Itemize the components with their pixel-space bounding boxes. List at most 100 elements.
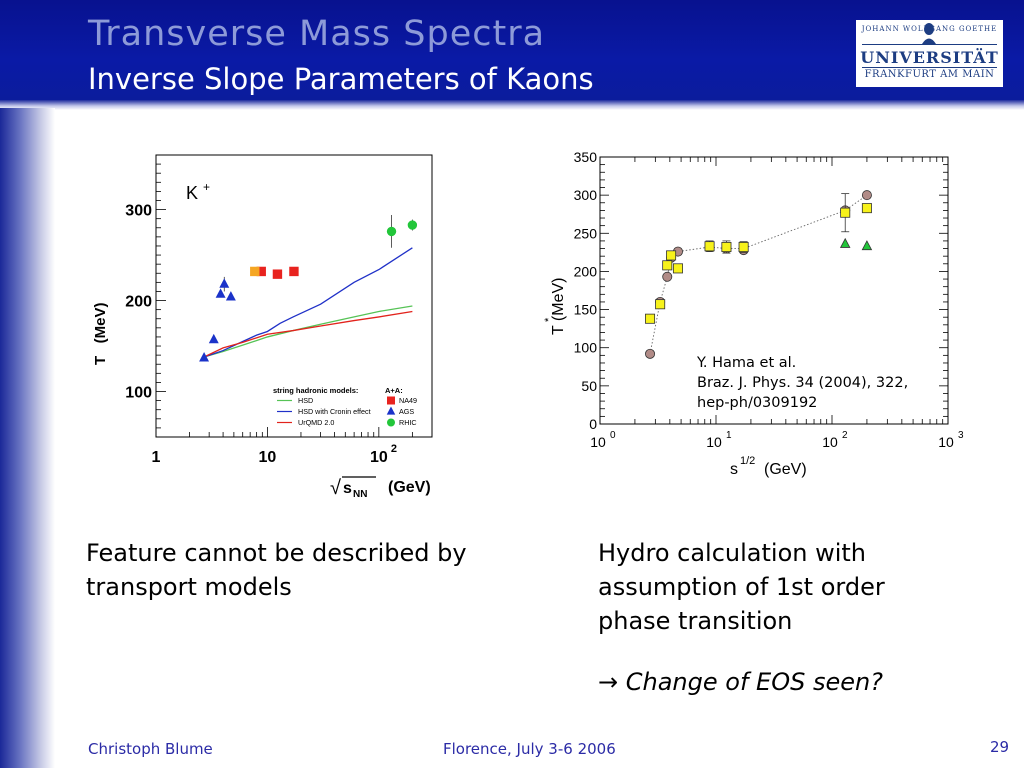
logo-bottom-text: FRANKFURT AM MAIN: [864, 69, 995, 80]
legend-label: NA49: [399, 396, 417, 405]
data-point: [840, 207, 851, 218]
y-tick-label: 0: [589, 416, 597, 432]
plot-frame: [155, 154, 433, 438]
footer-event: Florence, July 3-6 2006: [443, 740, 616, 758]
header-shadow: [0, 100, 1024, 110]
y-tick-label: 300: [125, 203, 152, 220]
logo-rule: [862, 44, 997, 45]
data-point: [704, 241, 715, 252]
reference-line: hep-ph/0309192: [697, 393, 818, 413]
data-point: [861, 240, 873, 251]
x-label-sqrt: √: [330, 477, 341, 499]
logo-top-text: JOHANN WOLFGANG GOETHE: [861, 25, 998, 33]
y-axis-label: T (MeV) *: [543, 278, 567, 335]
y-tick-label: 50: [581, 378, 597, 394]
data-point: [272, 269, 283, 279]
data-point: [861, 203, 872, 214]
x-tick-label: 10: [822, 434, 838, 450]
reference-line: Y. Hama et al.: [697, 353, 797, 373]
x-label-symbol: s: [730, 461, 738, 478]
y-tick-label: 300: [574, 187, 598, 203]
data-point: [250, 266, 260, 277]
arrow-icon: →: [598, 668, 619, 696]
legend-title-models: string hadronic models:: [273, 386, 358, 395]
particle-charge: +: [203, 180, 210, 194]
x-tick-label-exponent: 1: [726, 430, 732, 441]
logo-rule: [862, 67, 997, 68]
data-point: [839, 237, 851, 248]
slide-subtitle: Inverse Slope Parameters of Kaons: [88, 62, 594, 96]
logo-main-text: UNIVERSITÄT: [860, 48, 999, 67]
y-tick-label: 250: [574, 225, 598, 241]
x-label-subscript: NN: [353, 489, 367, 500]
particle-label: K: [186, 183, 198, 203]
legend-label: AGS: [399, 407, 414, 416]
data-point: [645, 313, 656, 324]
x-tick-label: 10: [706, 434, 722, 450]
data-point: [645, 348, 656, 359]
x-label-super: 1/2: [740, 455, 755, 467]
caption-hydro-calculation: Hydro calculation with assumption of 1st…: [598, 539, 885, 635]
data-point: [861, 190, 872, 201]
y-tick-label: 100: [574, 340, 598, 356]
x-tick-label: 1: [152, 449, 161, 466]
reference-line: Braz. J. Phys. 34 (2004), 322,: [697, 373, 909, 393]
data-point: [666, 250, 677, 261]
slide-header: [0, 0, 1024, 100]
page-number: 29: [990, 738, 1010, 756]
data-point: [662, 260, 673, 271]
legend-marker: [386, 418, 395, 427]
x-tick-label: 10: [590, 434, 606, 450]
x-label-unit: (GeV): [388, 479, 431, 496]
model-curve: [203, 310, 413, 358]
y-axis-label: T (MeV): [92, 302, 109, 365]
caption-transport-models: Feature cannot be described by transport…: [86, 539, 467, 601]
y-tick-label: 200: [574, 263, 598, 279]
data-point: [289, 266, 299, 277]
y-label-super: *: [543, 317, 555, 322]
y-label-text: T (MeV): [550, 278, 567, 335]
legend-marker: [386, 396, 395, 405]
data-point: [199, 352, 210, 362]
x-tick-label-exponent: 3: [958, 430, 964, 441]
data-point: [662, 271, 673, 282]
x-axis-label: s 1/2 (GeV): [730, 455, 807, 478]
legend-label: HSD: [298, 396, 313, 405]
data-point: [219, 278, 230, 288]
footer-author: Christoph Blume: [88, 740, 213, 758]
y-tick-label: 100: [125, 385, 152, 402]
data-point: [208, 333, 219, 344]
data-point: [215, 288, 226, 298]
data-point: [225, 291, 236, 301]
y-tick-label: 350: [574, 149, 598, 165]
y-tick-label: 150: [574, 302, 598, 318]
conclusion-line: → Change of EOS seen?: [598, 668, 883, 696]
x-tick-label: 10: [938, 434, 954, 450]
y-tick-label: 200: [125, 294, 152, 311]
data-point: [672, 263, 683, 274]
slide-title: Transverse Mass Spectra: [88, 14, 546, 54]
x-tick-label: 10: [370, 449, 388, 466]
x-label-symbol: s: [343, 480, 352, 497]
x-tick-label-exponent: 2: [391, 443, 397, 455]
x-tick-label-exponent: 2: [842, 430, 848, 441]
data-point: [407, 220, 418, 230]
x-label-unit: (GeV): [764, 461, 807, 478]
legend-label: UrQMD 2.0: [298, 418, 334, 427]
data-point: [655, 299, 666, 310]
legend-label: HSD with Cronin effect: [298, 407, 371, 416]
x-tick-label: 10: [259, 449, 277, 466]
legend-marker: [386, 406, 396, 415]
university-logo: JOHANN WOLFGANG GOETHE UNIVERSITÄT FRANK…: [856, 20, 1003, 87]
legend-label: RHIC: [399, 418, 417, 427]
data-point: [738, 242, 749, 253]
hydro-curve: [649, 194, 868, 354]
x-tick-label-exponent: 0: [610, 430, 616, 441]
data-point: [386, 226, 397, 237]
goethe-portrait-icon: [922, 23, 936, 44]
legend-title-data: A+A:: [385, 386, 403, 395]
chart-legend: string hadronic models: A+A: HSD HSD with…: [273, 386, 417, 427]
reference-annotation: Y. Hama et al. Braz. J. Phys. 34 (2004),…: [697, 353, 909, 413]
